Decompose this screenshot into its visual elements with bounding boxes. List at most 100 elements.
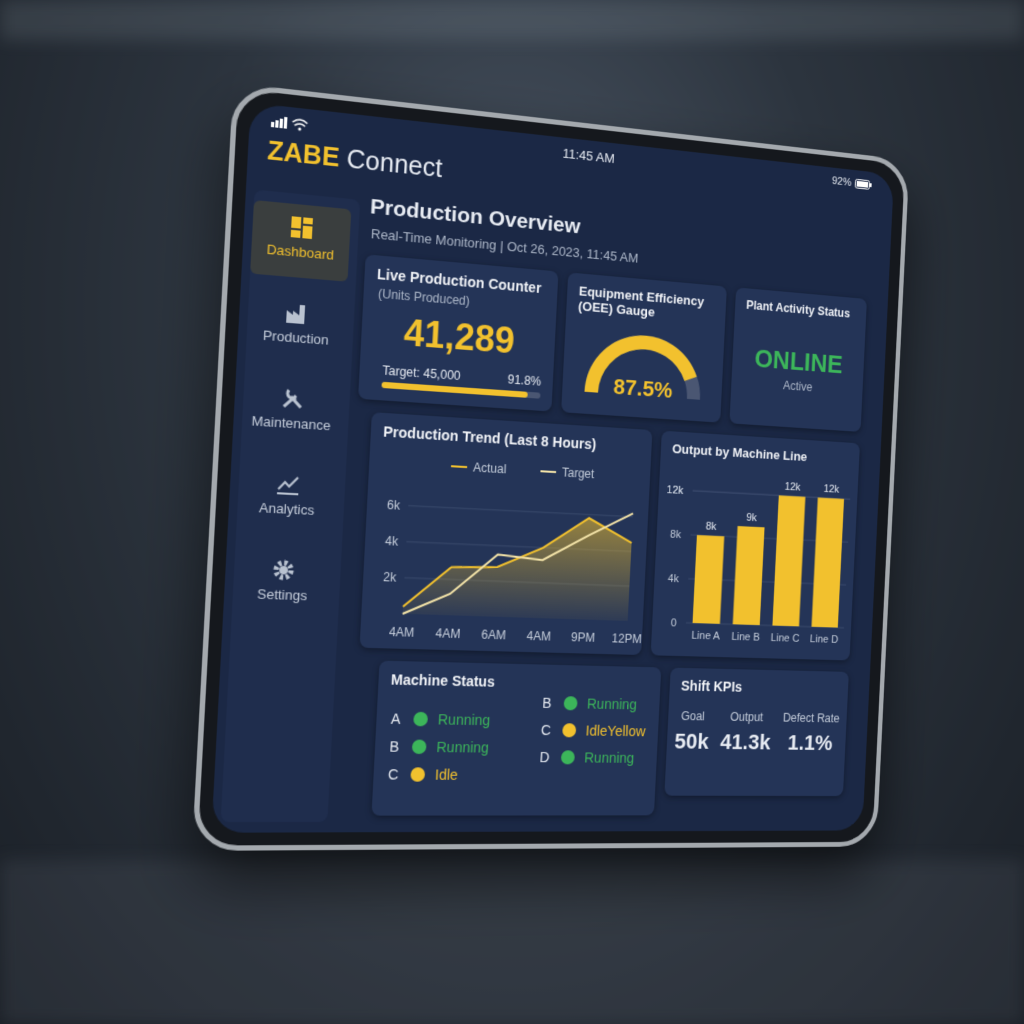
brand-suffix: Connect (345, 144, 444, 184)
kpi-label: Goal (680, 709, 706, 724)
machine-id: C (540, 721, 552, 739)
value-label: 12k (823, 484, 840, 496)
kpi-label: Output (729, 710, 764, 725)
machine-id: D (539, 749, 550, 766)
y-tick-label: 2k (383, 570, 398, 585)
counter-card: Live Production Counter (Units Produced)… (358, 254, 559, 412)
grid-line (408, 506, 633, 517)
x-tick-label: Line C (771, 632, 800, 644)
y-tick-label: 12k (666, 485, 684, 498)
x-tick-label: 4AM (526, 629, 551, 644)
machine-status: Running (436, 738, 490, 756)
machine-list: A Running B Running C Idle B Running C IdleYellow… (371, 661, 661, 816)
machine-row: B Running (542, 695, 637, 713)
machine-status: Running (437, 711, 491, 729)
target: Target: 45,000 (382, 363, 461, 384)
machine-id: C (387, 766, 399, 783)
machine-status-card: Machine Status A Running B Running C Idle B Run… (371, 660, 662, 816)
background-light (0, 0, 1024, 40)
battery-icon (855, 179, 873, 190)
value-label: 8k (705, 521, 717, 533)
legend-swatch (540, 471, 556, 472)
gauge: 87.5% (561, 312, 725, 422)
battery-level: 92% (831, 175, 852, 189)
counter-value: 41,289 (402, 311, 516, 362)
area (402, 509, 633, 621)
tablet: 11:45 AM 92% ZABE Connect Dashboard Produ… (191, 82, 910, 851)
nav-item[interactable]: Maintenance (241, 372, 343, 451)
kpi-list: Goal 50k Output 41.3k Defect Rate 1.1% (674, 709, 840, 756)
background-floor (0, 860, 1024, 1024)
machine-row: B Running (389, 738, 489, 755)
kpi-card: Shift KPIs Goal 50k Output 41.3k Defect Rate… (664, 667, 849, 797)
nav-icon (275, 471, 302, 497)
machine-status: IdleYellow (585, 722, 646, 740)
machine-status: Idle (434, 766, 459, 783)
status-dot (560, 750, 576, 765)
kpi-value: 1.1% (787, 730, 834, 755)
y-tick-label: 12k (666, 485, 684, 498)
kpi: Defect Rate 1.1% (781, 711, 840, 756)
x-tick-label: 12PM (611, 632, 641, 647)
nav-item[interactable]: Analytics (236, 459, 338, 537)
status-dot (563, 696, 578, 711)
nav-icon (270, 557, 297, 583)
nav-label: Maintenance (251, 412, 332, 434)
x-tick-label: 9PM (571, 630, 595, 644)
nav-label: Production (262, 327, 330, 348)
gauge-card: Equipment Efficiency (OEE) Gauge 87.5% (561, 272, 727, 423)
legend-label: Target (562, 466, 595, 482)
nav-icon (286, 303, 306, 325)
card-title: Output by Machine Line (671, 441, 808, 465)
sidebar: Dashboard Production Maintenance Analytics S… (220, 189, 361, 823)
kpi-value: 50k (673, 728, 710, 754)
nav-icon (279, 385, 306, 412)
nav-label: Dashboard (266, 241, 335, 263)
status-dot (411, 739, 427, 755)
machine-status: Running (583, 749, 635, 766)
bar (692, 535, 725, 624)
machine-id: A (390, 710, 401, 728)
x-tick-label: Line D (810, 634, 839, 646)
machine-row: C IdleYellow (541, 722, 646, 739)
x-tick-label: 6AM (481, 628, 506, 643)
nav-item[interactable]: Dashboard (250, 200, 352, 282)
nav-item[interactable]: Settings (232, 545, 334, 622)
x-tick-label: 4AM (389, 625, 415, 640)
x-tick-label: Line B (731, 631, 760, 643)
bar-card: Output by Machine Line 0 4k 8k 12k 12k 8k Line… (650, 430, 860, 661)
bar (772, 495, 806, 627)
legend-label: Actual (473, 461, 507, 477)
x-tick-label: Line A (691, 630, 720, 642)
kpi: Goal 50k (674, 709, 710, 755)
status-dot (410, 767, 426, 782)
kpi: Output 41.3k (720, 710, 773, 755)
machine-id: B (389, 738, 400, 755)
brand-name: ZABE (266, 136, 341, 173)
y-tick-label: 0 (671, 618, 677, 630)
progress-label: 91.8% (507, 372, 542, 389)
bar (811, 497, 845, 628)
card-title: Shift KPIs (680, 677, 743, 695)
nav-label: Settings (256, 586, 308, 604)
progress-bar (381, 381, 528, 398)
value-label: 12k (784, 481, 801, 493)
y-tick-label: 8k (670, 529, 682, 541)
nav-label: Analytics (258, 499, 315, 519)
status-dot (413, 711, 429, 727)
gauge-value: 87.5% (613, 374, 673, 402)
status-dot (562, 723, 577, 738)
screen: 11:45 AM 92% ZABE Connect Dashboard Produ… (211, 102, 895, 833)
nav-item[interactable]: Production (245, 286, 346, 367)
card-title: Plant Activity Status (745, 298, 851, 321)
nav-icon (290, 216, 313, 240)
bar (732, 526, 765, 626)
line-chart: Actual Target 2k 4k 6k 4AM 4AM 6AM 4AM 9PM 12PM (383, 461, 642, 647)
machine-row: D Running (539, 749, 634, 766)
machine-id: B (541, 694, 552, 711)
trend-card: Production Trend (Last 8 Hours) Actual Ta… (359, 412, 653, 656)
kpi-value: 41.3k (719, 729, 772, 755)
x-tick-label: 4AM (435, 626, 461, 641)
legend-swatch (451, 466, 467, 467)
